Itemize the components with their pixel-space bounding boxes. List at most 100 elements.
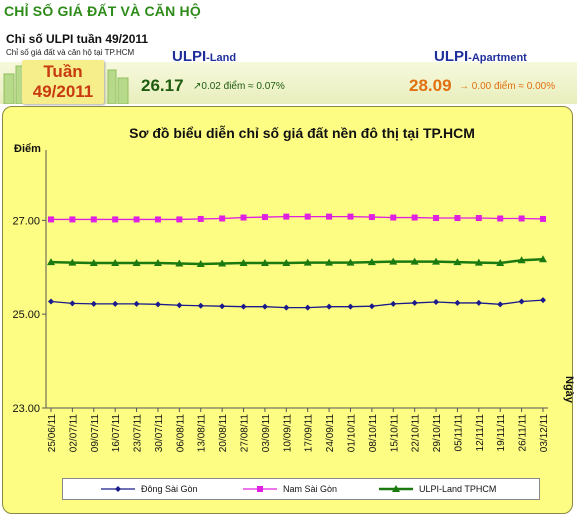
data-point [517,256,526,264]
x-tick-label: 22/10/11 [411,414,422,453]
x-tick-label: 12/11/11 [475,414,486,452]
data-point [197,215,204,222]
data-point [153,259,162,267]
data-point [454,215,461,222]
data-point [68,258,77,266]
x-tick-label: 03/12/11 [539,414,550,453]
data-point [346,258,355,266]
data-point [325,258,334,266]
y-axis-label: Điểm [14,143,41,155]
data-point [133,216,140,223]
data-point [518,298,525,305]
chart-legend: Đông Sài Gòn Nam Sài Gòn ULPI-Land TPHCM [62,478,540,500]
ulpi-apartment-suffix: -Apartment [468,52,527,64]
data-point [261,303,268,310]
data-point [410,257,419,265]
data-point [390,300,397,307]
data-point [389,257,398,265]
legend-marker [257,486,263,492]
data-point [368,214,375,221]
data-point [89,259,98,267]
x-tick-label: 09/07/11 [90,414,101,453]
data-point [283,213,290,220]
data-point [282,259,291,267]
x-tick-label: 27/08/11 [240,414,251,453]
week-badge-number: 49/2011 [32,82,94,101]
data-point [111,259,120,267]
data-point [367,258,376,266]
week-subheading: Chỉ số giá đất và căn hộ tại TP.HCM [6,48,135,57]
data-point [496,259,505,267]
ulpi-land-value: 26.17 [141,76,184,95]
x-tick-label: 10/09/11 [282,414,293,453]
x-tick-label: 05/11/11 [453,414,464,452]
x-tick-label: 01/10/11 [346,414,357,453]
legend-label: ULPI-Land TPHCM [419,484,496,494]
data-point [433,215,440,222]
data-point [433,298,440,305]
week-heading: Chỉ số ULPI tuần 49/2011 [6,32,149,46]
trend-flat-icon: → [459,81,469,92]
data-point [69,216,76,223]
series-line [50,299,544,309]
x-tick-label: 03/09/11 [261,414,272,453]
ulpi-apartment-name: ULPI [434,48,469,65]
data-point [475,215,482,222]
data-point [112,216,119,223]
data-point [368,303,375,310]
x-tick-label: 29/10/11 [432,414,443,453]
chart-axes: 23.00 25.00 27.00 25/06/11 02/07/11 09/07/11 1… [12,150,550,452]
data-point [326,303,333,310]
x-tick-label: 20/08/11 [218,414,229,453]
data-point [176,216,183,223]
data-point [197,302,204,309]
series-1 [48,213,546,223]
week-badge-label: Tuần [43,62,83,81]
data-point [175,259,184,267]
data-point [283,304,290,311]
legend-marker [115,486,121,492]
data-point [304,213,311,220]
data-point [239,259,248,267]
data-point [497,215,504,222]
data-point [474,258,483,266]
x-tick-label: 13/08/11 [197,414,208,453]
x-tick-label: 30/07/11 [154,414,165,453]
data-point [219,303,226,310]
data-point [90,216,97,223]
x-tick-label: 17/09/11 [304,414,315,453]
y-tick-label: 23.00 [12,403,40,415]
data-point [132,259,141,267]
ulpi-apartment-change: → 0.00 điểm ≈ 0.00% [459,81,555,92]
data-point [48,298,54,305]
ulpi-apartment-value: 28.09 [409,76,452,95]
data-point [47,258,55,266]
data-point [240,303,247,310]
series-line [51,215,544,221]
data-point [154,301,161,308]
data-point [219,215,226,222]
week-badge: Tuần 49/2011 [22,60,104,104]
series-layer [47,213,547,311]
data-point [112,300,119,307]
page-title: CHỈ SỐ GIÁ ĐẤT VÀ CĂN HỘ [4,3,201,19]
data-point [518,215,525,222]
ulpi-land-change: ↗0.02 điểm ≈ 0.07% [193,81,285,92]
data-point [326,213,333,220]
ulpi-apartment-brand: ULPI-Apartment [434,48,527,65]
data-point [154,216,161,223]
data-point [411,214,418,221]
x-tick-label: 25/06/11 [47,414,58,453]
data-point [475,299,482,306]
ulpi-apartment-change-text: 0.00 điểm ≈ 0.00% [471,81,556,92]
data-point [48,216,54,223]
data-point [540,297,546,304]
chart-frame [2,106,573,514]
data-point [261,214,268,221]
data-point [347,303,354,310]
data-point [240,214,247,221]
data-point [497,301,504,308]
data-point [347,213,354,220]
data-point [69,300,76,307]
